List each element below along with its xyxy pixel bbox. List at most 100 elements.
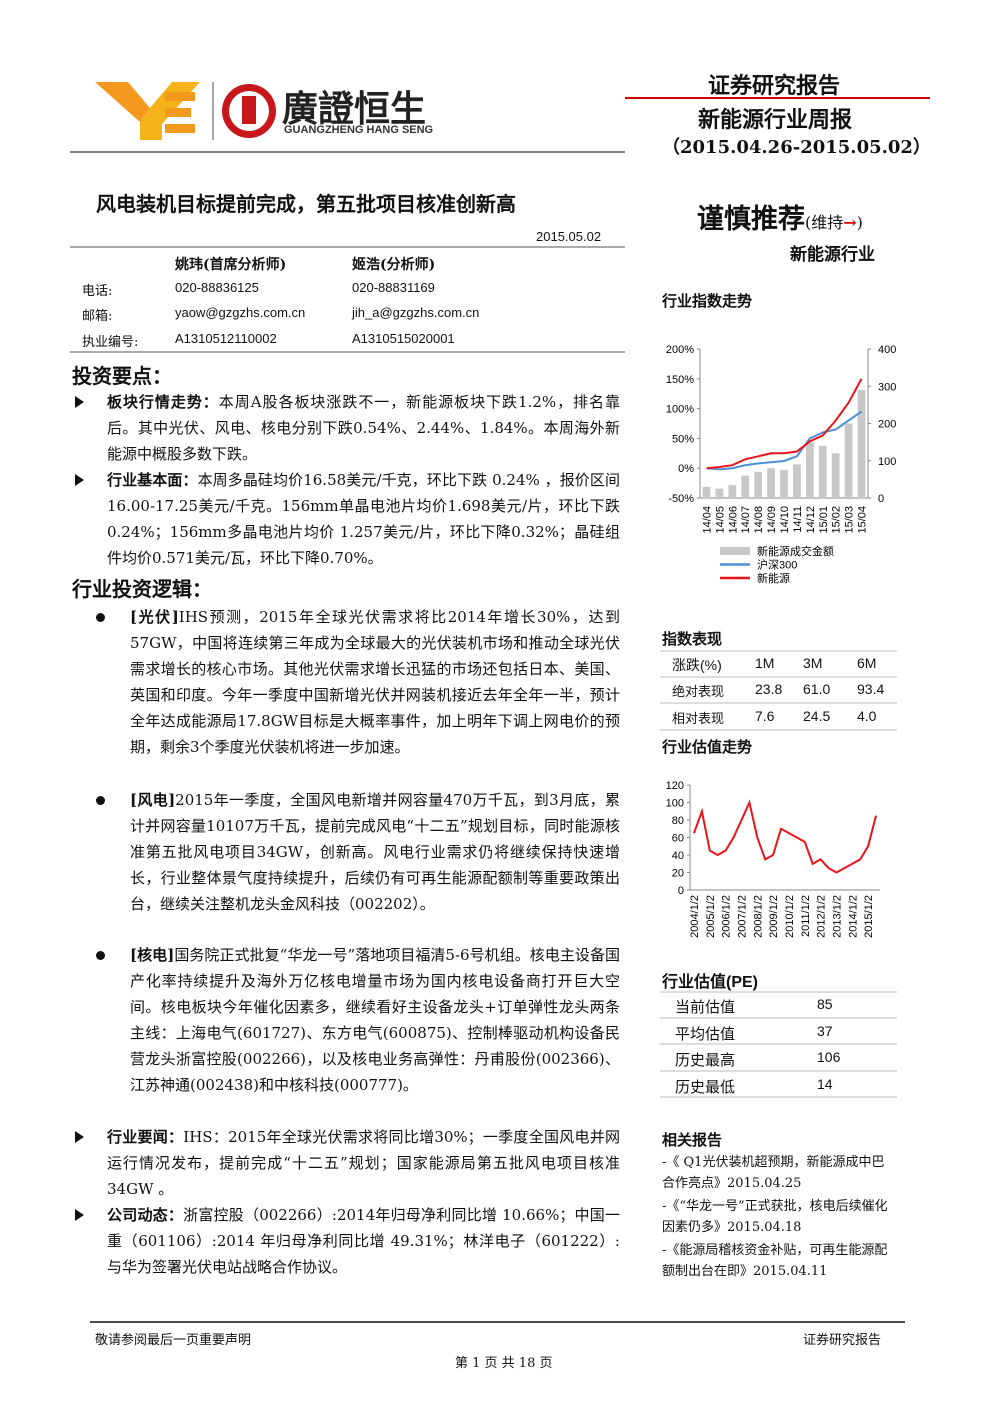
table-cell: 相对表现 [672, 712, 725, 727]
bar [754, 471, 763, 498]
x-tick-label: 2006/1/2 [721, 895, 733, 938]
related-report: -《“华龙一号”正式获批，核电后续催化因素仍多》2015.04.18 [662, 1199, 888, 1235]
table-cell: 37 [817, 1022, 833, 1039]
paragraph: [核电]国务院正式批复“华龙一号”落地项目福清5-6号机组。核电主设备国产化率持… [130, 942, 620, 1098]
bar [805, 442, 814, 498]
y2-tick-label: 200 [878, 419, 896, 431]
sector: 新能源行业 [790, 245, 875, 265]
x-tick-label: 14/11 [792, 506, 804, 533]
bar [818, 445, 827, 498]
report-date: 2015.05.02 [536, 229, 602, 244]
y-tick-label: 0 [678, 885, 684, 897]
x-tick-label: 14/05 [714, 506, 726, 534]
logo-text: 廣證恒生 [282, 88, 427, 130]
paragraph-text: 2015年一季度，全国风电新增并网容量470万千瓦，到3月底，累计并网容量101… [130, 791, 620, 913]
logo-subtext: GUANGZHENG HANG SENG [284, 124, 434, 136]
line [693, 799, 877, 874]
bar [857, 389, 866, 498]
table-cell: 23.8 [755, 681, 783, 697]
y-tick-label: 100 [666, 798, 684, 810]
table-cell: 4.0 [857, 708, 877, 724]
legend-label: 沪深300 [757, 558, 797, 572]
table-cell: 93.4 [857, 681, 885, 697]
analyst-cell: A1310512110002 [175, 331, 277, 346]
bullet [75, 1209, 84, 1221]
bar [844, 423, 853, 498]
x-tick-label: 14/06 [727, 506, 739, 534]
bullet [96, 613, 105, 622]
paragraph: 行业基本面：本周多晶硅均价16.58美元/千克，环比下跌 0.24% ，报价区间… [107, 467, 620, 571]
table-header: 3M [803, 655, 823, 671]
paragraph-text: IHS预测，2015年全球光伏需求将比2014年增长30%，达到57GW，中国将… [130, 608, 620, 756]
analyst-cell: A1310515020001 [352, 331, 455, 346]
x-tick-label: 14/07 [740, 506, 752, 534]
legend-swatch [720, 547, 750, 555]
disclaimer: 敬请参阅最后一页重要声明 [95, 1333, 252, 1348]
report-type: 证券研究报告 [708, 73, 841, 99]
rating-close: ) [856, 213, 863, 232]
line [706, 410, 863, 471]
paragraph-label: [核电] [130, 946, 175, 964]
analyst-name: 姬浩(分析师) [352, 257, 436, 273]
x-tick-label: 2005/1/2 [705, 895, 717, 938]
y2-tick-label: 100 [878, 456, 896, 468]
y-tick-label: 120 [666, 780, 684, 792]
x-tick-label: 15/03 [844, 506, 856, 534]
bar [767, 468, 775, 498]
rating-arrow: → [843, 213, 857, 232]
report-name: 新能源行业周报 [698, 107, 853, 133]
x-tick-label: 2011/1/2 [800, 895, 812, 937]
legend-label: 新能源成交金额 [757, 544, 834, 558]
paragraph-text: 本周多晶硅均价16.58美元/千克，环比下跌 0.24% ，报价区间16.00-… [107, 471, 620, 567]
x-tick-label: 14/09 [766, 506, 778, 534]
analyst-cell: 电话: [82, 284, 113, 299]
paragraph-label: 板块行情走势： [107, 393, 219, 411]
x-tick-label: 2015/1/2 [863, 895, 875, 938]
bullet [75, 1131, 84, 1143]
bar [728, 484, 737, 498]
table-rules [660, 650, 897, 1098]
bar [702, 486, 711, 498]
bullet [75, 474, 84, 486]
bullet [75, 396, 84, 408]
y-tick-label: 0% [678, 463, 694, 475]
bullet [96, 796, 105, 805]
table-cell: 历史最高 [675, 1051, 736, 1069]
related-title: 相关报告 [662, 1131, 723, 1149]
report-title: 风电装机目标提前完成，第五批项目核准创新高 [96, 192, 516, 216]
x-tick-label: 2009/1/2 [768, 895, 780, 938]
paragraph-text: 浙富控股（002266）:2014年归母净利同比增 10.66%；中国一重（60… [107, 1206, 620, 1276]
table-cell: 85 [817, 996, 833, 1012]
line [706, 378, 863, 470]
rating-status: (维持 [805, 213, 844, 232]
table-title: 指数表现 [662, 630, 723, 648]
table-cell: 平均估值 [675, 1024, 736, 1043]
bar [741, 475, 750, 498]
x-tick-label: 14/04 [701, 506, 713, 534]
report-period: （2015.04.26-2015.05.02） [662, 137, 931, 158]
y2-tick-label: 300 [878, 381, 896, 393]
paragraph: 公司动态：浙富控股（002266）:2014年归母净利同比增 10.66%；中国… [107, 1202, 620, 1280]
y-tick-label: 150% [666, 374, 694, 386]
paragraph-text: 本周A股各板块涨跌不一，新能源板块下跌1.2%，排名靠后。其中光伏、风电、核电分… [107, 393, 620, 463]
bar [793, 464, 801, 498]
table-cell: 106 [817, 1049, 841, 1065]
table-cell: 14 [817, 1075, 833, 1092]
chart-title: 行业指数走势 [662, 292, 753, 310]
paragraph: 板块行情走势：本周A股各板块涨跌不一，新能源板块下跌1.2%，排名靠后。其中光伏… [107, 389, 620, 467]
x-tick-label: 15/04 [857, 506, 869, 534]
chart-title: 行业估值走势 [662, 738, 753, 756]
analyst-cell: jih_a@gzgzhs.com.cn [352, 305, 480, 320]
y-tick-label: -50% [668, 493, 694, 505]
paragraph-label: 行业基本面： [107, 471, 198, 489]
y-tick-label: 60 [672, 833, 684, 845]
table-cell: 7.6 [755, 708, 775, 724]
bullet [96, 951, 105, 960]
paragraph: [风电]2015年一季度，全国风电新增并网容量470万千瓦，到3月底，累计并网容… [130, 787, 620, 917]
rating: 谨慎推荐(维持→) [697, 197, 863, 236]
x-tick-label: 2004/1/2 [689, 895, 701, 938]
table-title: 行业估值(PE) [662, 974, 759, 991]
related-report: -《 Q1光伏装机超预期，新能源成中巴合作亮点》2015.04.25 [662, 1155, 885, 1191]
